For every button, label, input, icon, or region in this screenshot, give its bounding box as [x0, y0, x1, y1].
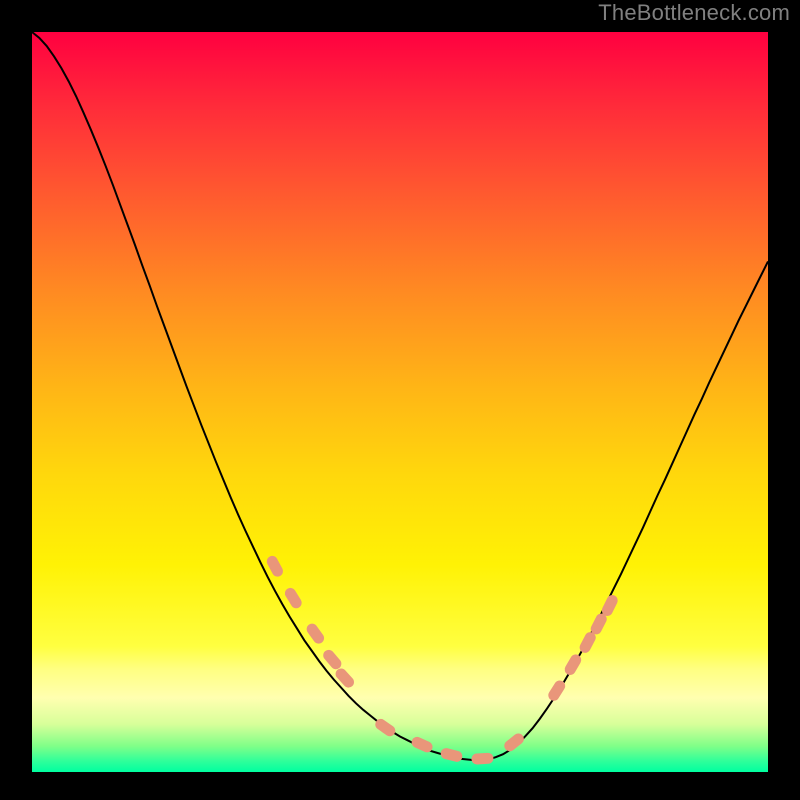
curve-marker — [333, 666, 356, 690]
watermark-text: TheBottleneck.com — [598, 0, 790, 26]
curve-marker — [563, 652, 584, 677]
curve-overlay — [32, 32, 768, 772]
curve-marker — [265, 554, 285, 579]
curve-marker — [304, 621, 326, 645]
curve-marker — [471, 752, 494, 764]
curve-marker — [502, 731, 526, 753]
chart-container: TheBottleneck.com — [0, 0, 800, 800]
bottleneck-curve — [32, 32, 768, 760]
plot-area — [32, 32, 768, 772]
curve-marker — [283, 586, 304, 610]
curve-marker — [440, 747, 464, 763]
